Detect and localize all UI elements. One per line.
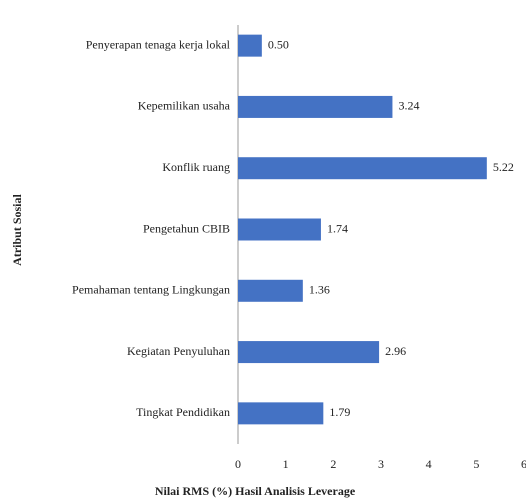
category-label: Kepemilikan usaha: [138, 99, 231, 113]
x-axis-label: Nilai RMS (%) Hasil Analisis Leverage: [155, 484, 356, 498]
value-label: 2.96: [385, 344, 406, 358]
value-label: 5.22: [493, 160, 514, 174]
category-label: Tingkat Pendidikan: [136, 405, 230, 419]
bar: [238, 218, 321, 241]
category-label: Pengetahun CBIB: [143, 221, 230, 235]
value-label: 1.74: [327, 221, 348, 235]
category-label: Kegiatan Penyuluhan: [127, 344, 230, 358]
bar: [238, 279, 303, 302]
value-label: 1.79: [329, 405, 350, 419]
x-tick-label: 4: [426, 457, 432, 471]
bar: [238, 157, 487, 180]
bar: [238, 34, 262, 57]
bar: [238, 95, 393, 118]
bar: [238, 341, 380, 364]
x-tick-label: 6: [521, 457, 526, 471]
value-label: 1.36: [309, 283, 330, 297]
x-tick-label: 0: [235, 457, 241, 471]
category-label: Pemahaman tentang Lingkungan: [72, 283, 230, 297]
value-label: 3.24: [398, 99, 419, 113]
bar: [238, 402, 324, 425]
value-label: 0.50: [268, 37, 289, 51]
category-label: Penyerapan tenaga kerja lokal: [86, 37, 231, 51]
x-tick-label: 5: [473, 457, 479, 471]
y-axis-label: Atribut Sosial: [10, 194, 24, 266]
x-tick-label: 3: [378, 457, 384, 471]
x-tick-label: 2: [330, 457, 336, 471]
x-tick-label: 1: [283, 457, 289, 471]
category-label: Konflik ruang: [162, 160, 230, 174]
